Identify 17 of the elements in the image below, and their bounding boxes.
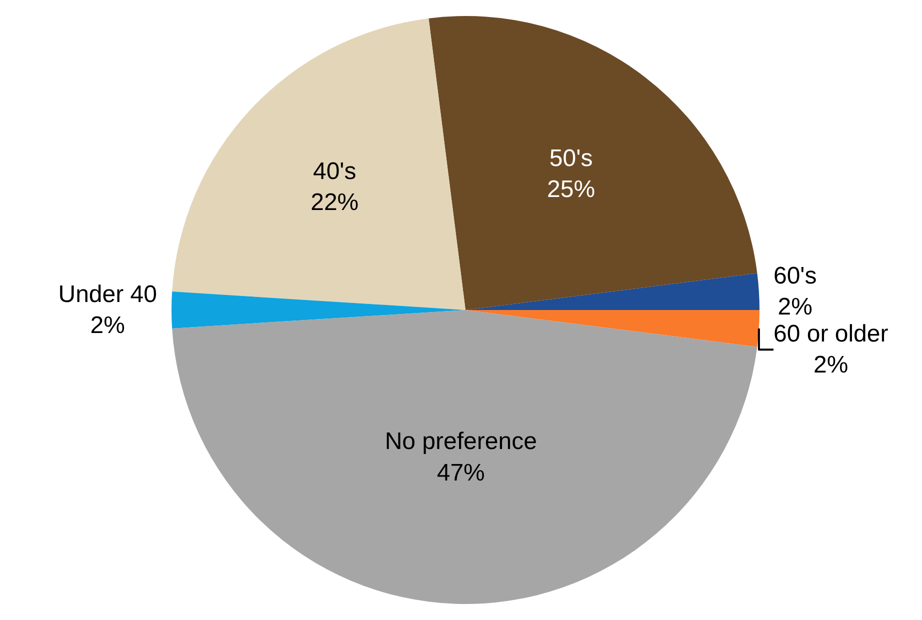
slice-label: 60 or older — [773, 320, 888, 348]
data-label: 25% — [547, 176, 596, 204]
pie-slice — [172, 310, 758, 604]
pie-slice — [466, 273, 760, 310]
pie-slice — [428, 16, 758, 310]
data-label: 22% — [310, 189, 359, 216]
slice-label: Under 40 — [58, 280, 157, 308]
slice-label: 40's — [312, 158, 356, 185]
slice-label: 50's — [549, 144, 593, 172]
pie-slice — [466, 310, 760, 347]
data-label: 47% — [436, 459, 485, 486]
slice-label: No preference — [384, 428, 537, 456]
data-label: 2% — [814, 352, 848, 379]
pie-slice — [172, 18, 466, 310]
slice-label: 60's — [773, 262, 817, 290]
data-label: 2% — [90, 312, 125, 340]
data-label: 2% — [778, 294, 812, 321]
